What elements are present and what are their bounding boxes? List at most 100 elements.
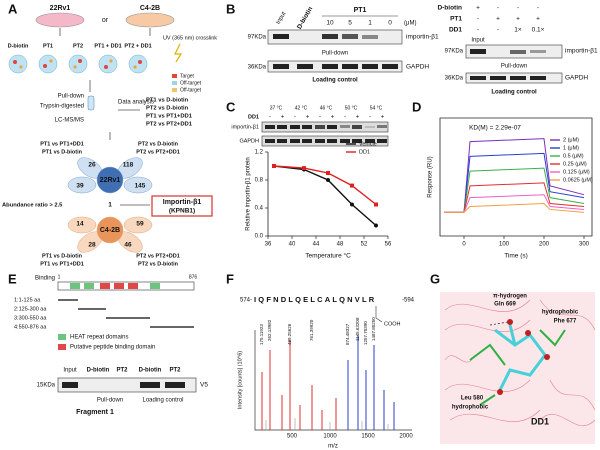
label: D-biotin: [139, 368, 162, 374]
label: 574-: [240, 298, 252, 304]
label: 876: [189, 274, 198, 280]
label: GAPDH: [406, 64, 429, 71]
label: V5: [200, 382, 208, 389]
y-tick-label: 0.8: [255, 178, 264, 184]
label: -594: [402, 298, 415, 304]
label: 1500: [361, 434, 375, 440]
legend-label: 0.125 (μM): [563, 169, 590, 175]
legend-label: 0.0625 (μM): [563, 177, 593, 183]
label: (μM): [404, 21, 416, 27]
label: Loading control: [312, 78, 358, 84]
data-point: [326, 178, 330, 182]
label: PT2 + DD1: [124, 43, 151, 49]
label: 761.39920: [309, 319, 314, 341]
label: Phe 677: [554, 319, 577, 325]
label: Data analysis: [118, 100, 154, 106]
label: m/z: [328, 444, 338, 450]
label: 4:550-876 aa: [14, 324, 47, 330]
label: Input: [471, 38, 485, 44]
label: 22Rv1: [100, 177, 121, 184]
label: 14: [76, 221, 84, 228]
legend-label: Vehicle: [359, 141, 377, 147]
label: +: [496, 16, 500, 23]
label: IQFNDLQELCALQNVLR: [254, 295, 376, 304]
label: 2:125-300 aa: [14, 306, 47, 312]
label: Intensity [counts] (10^6): [237, 351, 243, 409]
axes: [439, 117, 593, 237]
panel-b-art: [267, 15, 563, 84]
y-axis-label: Relative importin-β1 protein: [246, 157, 252, 230]
label: +: [516, 16, 520, 23]
label: -: [497, 5, 499, 12]
label: Gln 669: [494, 302, 516, 308]
label: 1487.80250: [371, 317, 376, 341]
label: DD1: [248, 114, 259, 120]
label: PT1: [354, 7, 367, 14]
label: PT1 vs D-biotin: [42, 149, 83, 155]
label: 59: [136, 221, 144, 228]
panel-label: C: [226, 99, 236, 114]
label: 0: [388, 20, 392, 27]
x-axis-label: Time (s): [504, 253, 528, 260]
x-tick-label: 200: [539, 242, 550, 248]
x-tick-label: 0: [462, 242, 466, 248]
data-point: [350, 202, 354, 207]
label: PT2 vs D-biotin: [138, 261, 179, 267]
label: UV (365 nm) crosslink: [163, 35, 217, 41]
label: Pull-down: [97, 398, 123, 404]
label: PT2 vs D-biotin: [138, 141, 179, 147]
label: Loading control: [142, 398, 183, 404]
label: Off-target: [180, 80, 202, 86]
panel-c-art: [261, 121, 389, 147]
label: D-biotin: [8, 43, 29, 49]
panel-label: B: [226, 1, 235, 16]
label: LC-MS/MS: [55, 118, 84, 124]
label: 262.13982: [267, 319, 272, 341]
label: +: [476, 5, 480, 12]
annotation: KD(M) = 2.29e-07: [469, 125, 521, 132]
axes: [267, 152, 388, 237]
legend-label: 2 (μM): [563, 137, 579, 143]
label: +: [281, 115, 285, 121]
label: 26: [88, 162, 96, 169]
label: importin-β1: [565, 48, 598, 55]
label: hydrophobic: [452, 405, 489, 411]
panel-label: D: [412, 99, 421, 114]
label: -: [294, 115, 296, 121]
label: 10: [326, 20, 334, 27]
label: -: [537, 5, 539, 12]
legend-label: 0.25 (μM): [563, 161, 587, 167]
panel-label: G: [430, 271, 440, 286]
label: Putative peptide binding domain: [70, 345, 155, 351]
label: 1000: [323, 434, 337, 440]
label: 489.25626: [287, 323, 292, 345]
label: PT2: [169, 368, 181, 374]
label: 874.48327: [345, 323, 350, 345]
label: Fragment 1: [76, 409, 114, 416]
series-line: [273, 165, 377, 206]
label: HEAT repeat domains: [70, 335, 128, 341]
panel-e-art: [57, 281, 197, 393]
y-tick-label: 0.4: [255, 206, 264, 212]
x-tick-label: 52: [361, 242, 368, 248]
label: PT2: [73, 43, 83, 49]
label: 97KDa: [445, 49, 464, 55]
label: 3:300-550 aa: [14, 315, 47, 321]
label: DD1: [531, 416, 549, 426]
label: Trypsin-digested: [40, 104, 84, 110]
label: C4-2B: [140, 5, 160, 12]
label: PT1 + DD1: [94, 43, 121, 49]
label: PT2 vs PT2+DD1: [136, 149, 180, 155]
label: PT1 vs D-biotin: [146, 98, 189, 104]
label: PT2 vs D-biotin: [146, 106, 189, 112]
label: Abundance ratio > 2.5: [2, 203, 63, 209]
panel-label: A: [8, 1, 18, 16]
label: 46 °C: [320, 105, 333, 111]
series-line: [273, 165, 377, 227]
legend-label: DD1: [359, 149, 370, 155]
label: 118: [123, 162, 134, 169]
label: 2000: [399, 434, 413, 440]
label: +: [356, 115, 360, 121]
data-point: [374, 202, 378, 207]
